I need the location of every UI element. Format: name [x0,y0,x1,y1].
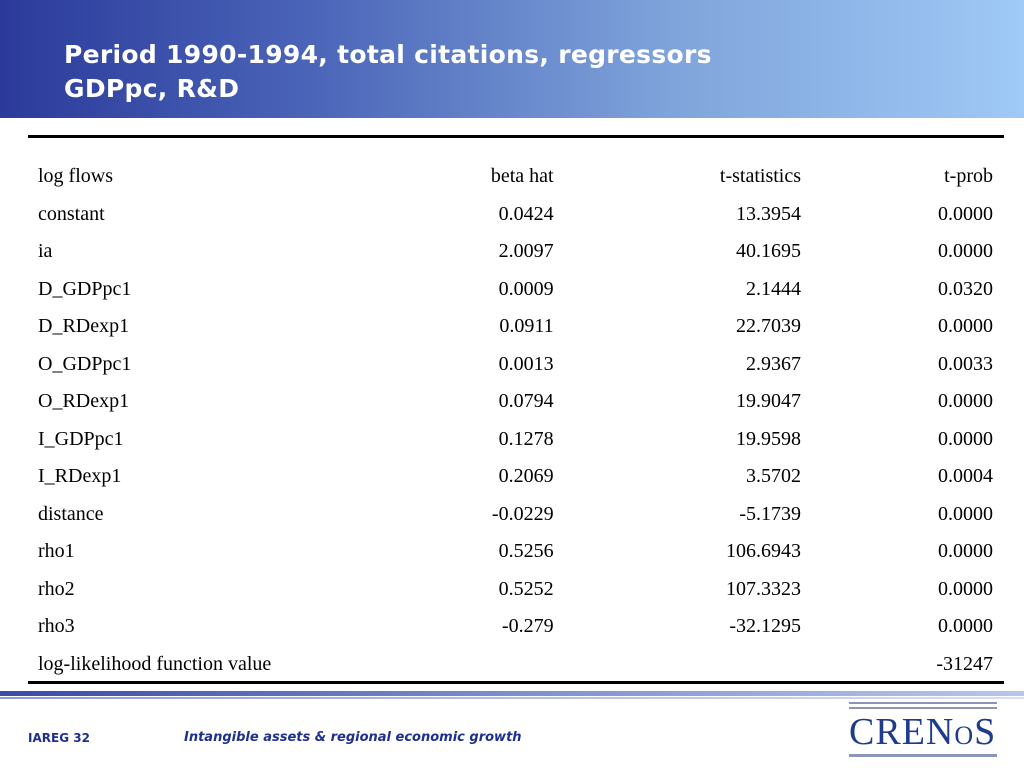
cell-t-statistics: 19.9047 [736,390,801,413]
cell-variable: D_RDexp1 [38,315,130,338]
cell-beta-hat: 0.0794 [498,390,554,413]
slide-title-line-1: Period 1990-1994, total citations, regre… [64,40,712,69]
cell-beta-hat: -0.279 [501,615,554,638]
logo-wordmark: CRENOS [849,710,996,754]
cell-variable: I_RDexp1 [38,465,122,488]
table-row: rho2 0.5252 107.3323 0.0000 [28,571,1004,609]
cell-t-statistics [554,646,801,684]
logo-wordmark-small: O [954,721,975,750]
cell-t-statistics: 107.3323 [726,577,801,600]
cell-t-prob: 0.0320 [938,277,993,300]
cell-t-prob: 0.0000 [938,577,993,600]
cell-t-statistics: 22.7039 [736,315,801,338]
cell-t-statistics: 2.9367 [746,352,801,375]
table-row: I_GDPpc1 0.1278 19.9598 0.0000 [28,421,1004,459]
slide-title: Period 1990-1994, total citations, regre… [64,38,864,106]
cell-t-statistics: 2.1444 [746,277,801,300]
table-row: distance -0.0229 -5.1739 0.0000 [28,496,1004,534]
cell-t-prob: 0.0000 [938,202,993,225]
slide-title-line-2: GDPpc, R&D [64,74,240,103]
cell-variable: I_GDPpc1 [38,427,124,450]
cell-variable: rho2 [38,577,75,600]
crenos-logo: CRENOS [845,700,1001,764]
cell-beta-hat: 0.0424 [498,202,554,225]
table-row: rho3 -0.279 -32.1295 0.0000 [28,608,1004,646]
table-row: I_RDexp1 0.2069 3.5702 0.0004 [28,458,1004,496]
cell-t-prob: -31247 [936,652,993,675]
cell-beta-hat: 0.0009 [498,277,554,300]
cell-beta-hat: 0.2069 [498,465,554,488]
slide-header-band: Period 1990-1994, total citations, regre… [0,0,1024,118]
cell-beta-hat: 0.5252 [498,577,554,600]
table-bottom-rule [28,681,1004,684]
logo-bottom-line [849,754,997,757]
header-cell-beta-hat: beta hat [490,165,554,188]
cell-variable: O_GDPpc1 [38,352,132,375]
cell-beta-hat: -0.0229 [491,502,554,525]
cell-variable: rho3 [38,615,75,638]
cell-variable: D_GDPpc1 [38,277,132,300]
header-cell-t-statistics: t-statistics [719,165,801,188]
table-row: log-likelihood function value -31247 [28,646,1004,684]
cell-variable: constant [38,202,105,225]
cell-t-statistics: -5.1739 [739,502,801,525]
table-row: constant 0.0424 13.3954 0.0000 [28,196,1004,234]
cell-variable: rho1 [38,540,75,563]
cell-beta-hat [355,646,554,684]
cell-t-statistics: 3.5702 [746,465,801,488]
cell-variable: ia [38,240,53,263]
table-row: D_RDexp1 0.0911 22.7039 0.0000 [28,308,1004,346]
cell-beta-hat: 0.0013 [498,352,554,375]
logo-top-line [849,702,997,704]
cell-t-statistics: 19.9598 [736,427,801,450]
cell-t-prob: 0.0000 [938,240,993,263]
regression-results-table: log flows beta hat t-statistics t-prob c… [28,158,1004,683]
table-header-row: log flows beta hat t-statistics t-prob [28,158,1004,196]
cell-beta-hat: 0.5256 [498,540,554,563]
logo-top-line-2 [849,707,997,709]
table-top-rule [28,135,1004,138]
cell-t-prob: 0.0004 [938,465,993,488]
cell-t-prob: 0.0000 [938,540,993,563]
table-row: ia 2.0097 40.1695 0.0000 [28,233,1004,271]
cell-t-prob: 0.0033 [938,352,993,375]
table-row: O_RDexp1 0.0794 19.9047 0.0000 [28,383,1004,421]
cell-t-statistics: -32.1295 [729,615,801,638]
cell-t-statistics: 106.6943 [726,540,801,563]
cell-t-statistics: 40.1695 [736,240,801,263]
table-row: rho1 0.5256 106.6943 0.0000 [28,533,1004,571]
table-row: D_GDPpc1 0.0009 2.1444 0.0320 [28,271,1004,309]
cell-beta-hat: 0.1278 [498,427,554,450]
cell-variable: log-likelihood function value [38,652,272,675]
cell-t-prob: 0.0000 [938,427,993,450]
cell-variable: O_RDexp1 [38,390,130,413]
cell-t-prob: 0.0000 [938,502,993,525]
logo-wordmark-end: S [974,711,997,753]
header-cell-variable: log flows [38,165,113,188]
presentation-title: Intangible assets & regional economic gr… [184,730,522,745]
cell-variable: distance [38,502,104,525]
footer-divider-band [0,691,1024,696]
cell-t-prob: 0.0000 [938,615,993,638]
cell-beta-hat: 2.0097 [498,240,554,263]
cell-t-prob: 0.0000 [938,315,993,338]
slide-number: IAREG 32 [28,731,90,745]
footer-divider-thin [0,697,1024,699]
cell-t-prob: 0.0000 [938,390,993,413]
cell-beta-hat: 0.0911 [499,315,554,338]
cell-t-statistics: 13.3954 [736,202,801,225]
table-body: log flows beta hat t-statistics t-prob c… [28,158,1004,683]
table-row: O_GDPpc1 0.0013 2.9367 0.0033 [28,346,1004,384]
logo-wordmark-main: CREN [849,711,955,753]
header-cell-t-prob: t-prob [944,165,993,188]
